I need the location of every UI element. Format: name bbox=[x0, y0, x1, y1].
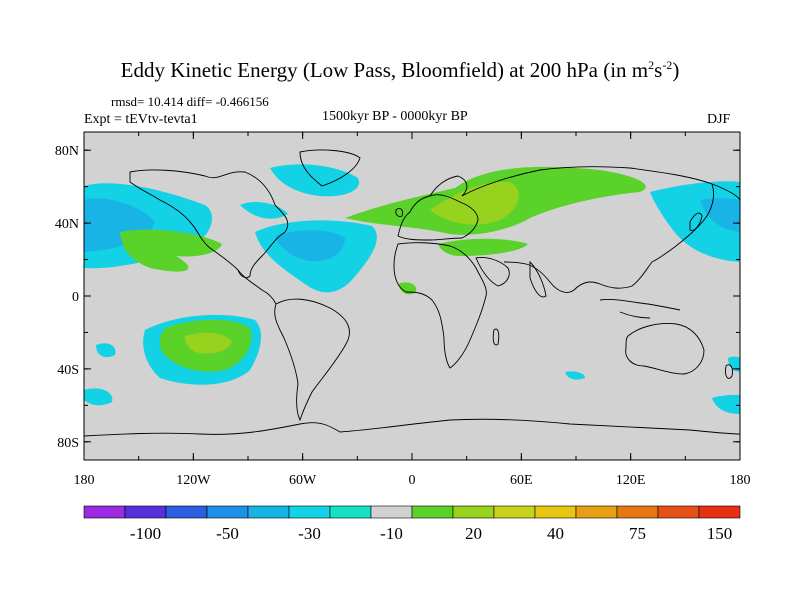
colorbar-swatch bbox=[452, 505, 495, 519]
coast-south-america bbox=[274, 298, 350, 422]
colorbar-label: 20 bbox=[465, 524, 482, 543]
colorbar-swatch bbox=[370, 505, 413, 519]
field-arctic-cyan bbox=[270, 164, 360, 197]
colorbar-swatch bbox=[165, 505, 208, 519]
coast-africa bbox=[393, 242, 487, 369]
lon-label: 180 bbox=[730, 473, 751, 488]
lon-label: 180 bbox=[74, 473, 95, 488]
colorbar-label: -50 bbox=[216, 524, 239, 543]
colorbar-label: -10 bbox=[380, 524, 403, 543]
lat-label: 0 bbox=[72, 290, 79, 305]
coast-central-america bbox=[237, 269, 277, 305]
coast-asia bbox=[461, 166, 740, 293]
field-south-indian bbox=[565, 371, 585, 380]
coastlines bbox=[84, 149, 740, 437]
colorbar-label: -30 bbox=[298, 524, 321, 543]
lat-label: 80N bbox=[55, 144, 79, 159]
lon-label: 120W bbox=[176, 473, 211, 488]
coast-britain bbox=[395, 207, 403, 217]
colorbar-label: 40 bbox=[547, 524, 564, 543]
lon-label: 60W bbox=[289, 473, 317, 488]
colorbar-swatch bbox=[124, 505, 167, 519]
colorbar-label: 150 bbox=[707, 524, 733, 543]
field-southern-ocean-east bbox=[712, 394, 740, 414]
field-south-pacific-core bbox=[184, 332, 232, 354]
coast-greenland bbox=[299, 149, 361, 187]
lon-label: 120E bbox=[616, 473, 646, 488]
coast-india bbox=[529, 260, 547, 298]
colorbar-swatch bbox=[329, 505, 372, 519]
colorbar-label: 75 bbox=[629, 524, 646, 543]
stats-text: rmsd= 10.414 diff= -0.466156 bbox=[111, 94, 269, 109]
field-southern-ocean-west bbox=[84, 388, 113, 406]
colorbar-swatch bbox=[247, 505, 290, 519]
colorbar-swatch bbox=[493, 505, 536, 519]
coast-europe bbox=[397, 194, 479, 241]
coast-new-zealand bbox=[725, 364, 733, 379]
period-label: 1500kyr BP - 0000kyr BP bbox=[322, 109, 468, 124]
colorbar-swatch bbox=[534, 505, 577, 519]
field-nz bbox=[728, 356, 740, 372]
colorbar: -100 -50 -30 -10 20 40 75 150 bbox=[83, 505, 741, 543]
coast-north-america bbox=[129, 169, 289, 279]
coast-australia bbox=[625, 323, 705, 375]
colorbar-swatch bbox=[411, 505, 454, 519]
lat-label: 40N bbox=[55, 217, 79, 232]
coast-scandinavia bbox=[429, 175, 468, 197]
colorbar-swatch bbox=[616, 505, 659, 519]
colorbar-swatch bbox=[288, 505, 331, 519]
lat-label: 80S bbox=[57, 436, 79, 451]
colorbar-swatch bbox=[206, 505, 249, 519]
field-north-pacific-green bbox=[120, 229, 222, 272]
anomaly-fields bbox=[84, 164, 740, 414]
lat-label: 40S bbox=[57, 363, 79, 378]
lon-label: 60E bbox=[510, 473, 533, 488]
lon-label: 0 bbox=[409, 473, 416, 488]
axis-ticks: 80N 40N 0 40S 80S 180 120W 60W 0 60E 120E 180 bbox=[55, 132, 751, 488]
coast-arabia bbox=[475, 257, 510, 287]
field-west-africa-green bbox=[398, 282, 417, 295]
coast-antarctica bbox=[84, 418, 740, 437]
field-sw-pacific bbox=[96, 343, 116, 358]
coast-indonesia bbox=[599, 299, 681, 319]
experiment-label: Expt = tEVtv-tevta1 bbox=[84, 112, 198, 127]
chart-title: Eddy Kinetic Energy (Low Pass, Bloomfiel… bbox=[120, 58, 680, 82]
map-background bbox=[84, 132, 740, 460]
colorbar-swatch bbox=[83, 505, 126, 519]
colorbar-swatch bbox=[657, 505, 700, 519]
colorbar-swatch bbox=[575, 505, 618, 519]
coast-japan bbox=[689, 212, 703, 231]
field-pacific-east-core bbox=[700, 198, 740, 232]
coast-madagascar bbox=[492, 328, 500, 346]
season-label: DJF bbox=[707, 112, 731, 127]
field-eurasia-yellowgreen bbox=[430, 181, 519, 225]
field-north-atlantic-core bbox=[275, 230, 345, 262]
colorbar-swatch bbox=[698, 505, 741, 519]
colorbar-label: -100 bbox=[130, 524, 161, 543]
